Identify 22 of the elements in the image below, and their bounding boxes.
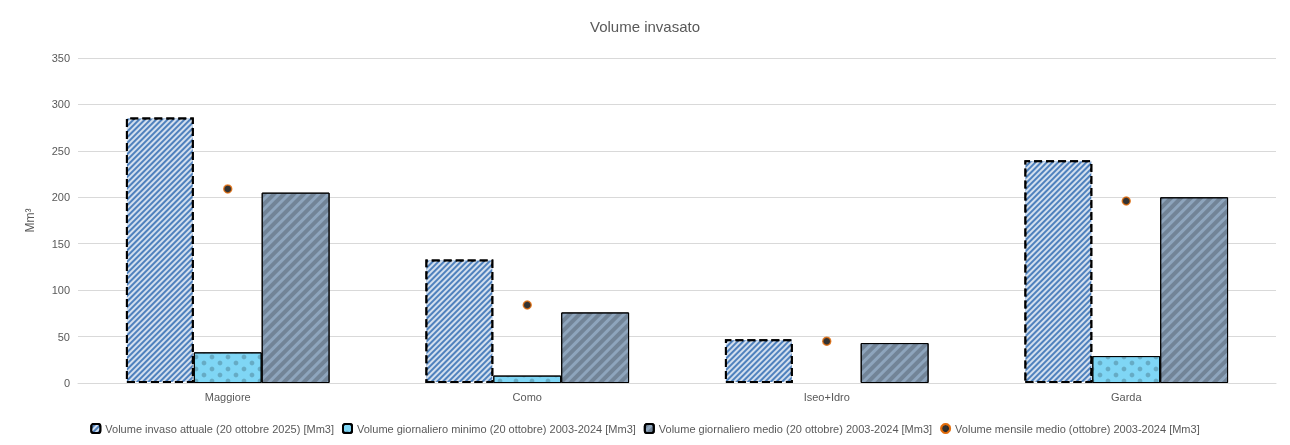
- y-tick-label: 350: [51, 52, 70, 64]
- y-tick-label: 150: [51, 237, 70, 250]
- y-tick-label: 250: [51, 144, 70, 157]
- y-tick-label: 300: [51, 98, 70, 111]
- legend-label: Volume giornaliero minimo (20 ottobre) 2003-2024 [Mm3]: [357, 422, 636, 435]
- y-tick-label: 200: [51, 191, 70, 204]
- legend-label: Volume invaso attuale (20 ottobre 2025) [Mm3]: [105, 422, 334, 435]
- y-tick-label: 50: [57, 330, 70, 343]
- y-tick-label: 100: [51, 284, 70, 297]
- y-axis-title: Mm³: [23, 208, 37, 233]
- x-tick-label: Maggiore: [204, 390, 251, 403]
- legend-label: Volume mensile medio (ottobre) 2003-2024 [Mm3]: [955, 422, 1200, 435]
- point: [1121, 196, 1131, 206]
- legend-label: Volume giornaliero medio (20 ottobre) 2003-2024 [Mm3]: [658, 422, 933, 435]
- x-tick-label: Iseo+Idro: [803, 390, 850, 403]
- point: [522, 300, 532, 310]
- chart-title: Volume invasato: [589, 18, 701, 35]
- x-tick-label: Garda: [1110, 390, 1143, 403]
- point: [223, 184, 233, 194]
- point: [822, 336, 832, 346]
- y-tick-label: 0: [63, 377, 70, 389]
- x-tick-label: Como: [512, 390, 542, 403]
